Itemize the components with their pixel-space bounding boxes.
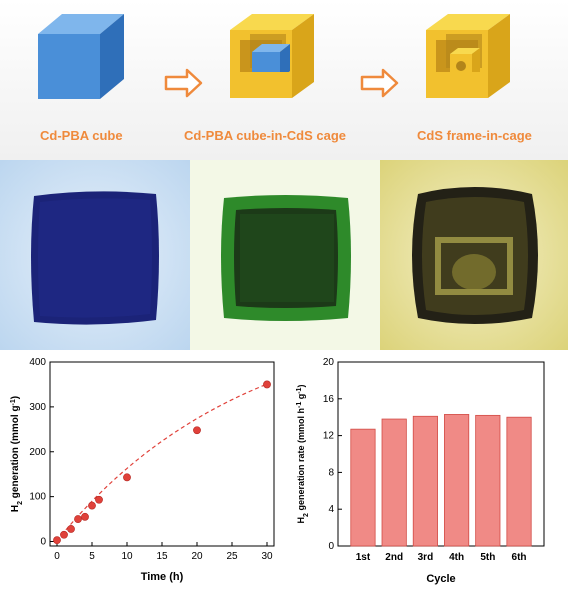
x-tick-label: 2nd	[385, 552, 403, 563]
data-point	[60, 530, 68, 539]
data-point	[193, 426, 201, 435]
schematic-figure	[38, 14, 510, 99]
tem-micrograph-row	[0, 160, 568, 350]
data-point	[74, 515, 82, 523]
plots-row: 0 5 10 15 20 25 30 0 100 200 300 400 Time (h) H2 ge…	[0, 350, 568, 591]
data-point	[67, 525, 75, 533]
step-label-cd-pba-cube: Cd-PBA cube	[40, 128, 123, 143]
x-axis-label: Time (h)	[141, 571, 184, 583]
x-tick-label: 25	[226, 551, 238, 562]
step-label-frame-in-cage: CdS frame-in-cage	[417, 128, 532, 143]
x-tick-label: 5	[89, 551, 95, 562]
x-tick-label: 1st	[356, 552, 371, 563]
data-point	[81, 512, 89, 521]
x-axis-label: Cycle	[426, 573, 455, 585]
micrograph-cube-in-cage	[190, 160, 380, 350]
bar	[475, 414, 501, 547]
cube-in-cage-illustration	[230, 14, 314, 98]
x-tick-label: 4th	[449, 552, 464, 563]
x-tick-label: 5th	[480, 552, 495, 563]
x-tick-label: 3rd	[418, 552, 434, 563]
x-tick-label: 30	[261, 551, 273, 562]
bar	[412, 415, 438, 547]
plot-frame	[337, 361, 545, 547]
micrograph-frame-in-cage	[380, 160, 568, 350]
frame-in-cage-illustration	[426, 14, 510, 98]
data-point	[88, 501, 96, 510]
bar	[350, 428, 376, 547]
x-tick-label: 20	[191, 551, 203, 562]
x-tick-label: 0	[54, 551, 60, 562]
y-tick-label: 100	[29, 492, 46, 503]
bar	[381, 418, 407, 547]
y-axis-label: H2 generation (mmol g-1)	[10, 396, 24, 512]
y-tick-label: 20	[323, 357, 335, 368]
y-axis-label: H2 generation rate (mmol h-1 g-1)	[296, 385, 310, 524]
x-tick-label: 6th	[512, 552, 527, 563]
h2-rate-vs-cycle-plot: 0 4 8 12 16 20 1st 2nd 3rd 4th 5th 6th Cycle H2 gen…	[296, 357, 545, 585]
data-point	[263, 380, 271, 389]
step-label-cube-in-cage: Cd-PBA cube-in-CdS cage	[184, 128, 347, 143]
micrograph-cube	[0, 160, 190, 350]
bar	[506, 416, 532, 547]
bar	[444, 414, 470, 547]
data-point	[123, 473, 131, 482]
y-tick-label: 8	[328, 467, 334, 478]
data-point	[95, 495, 103, 504]
y-tick-label: 0	[328, 541, 334, 552]
synthesis-schematic: Cd-PBA cube Cd-PBA cube-in-CdS cage CdS …	[0, 0, 568, 160]
hollow-right-arrow-icon	[164, 68, 203, 98]
fit-curve	[56, 383, 268, 541]
hollow-right-arrow-icon	[360, 68, 399, 98]
y-tick-label: 16	[323, 394, 335, 405]
y-tick-label: 12	[323, 431, 335, 442]
data-point	[53, 536, 61, 545]
y-tick-label: 300	[29, 402, 46, 413]
y-tick-label: 400	[29, 357, 46, 368]
x-tick-label: 10	[121, 551, 133, 562]
y-tick-label: 0	[40, 537, 46, 548]
y-tick-label: 200	[29, 447, 46, 458]
y-tick-label: 4	[328, 504, 334, 515]
x-tick-label: 15	[156, 551, 168, 562]
cd-pba-cube-illustration	[38, 14, 124, 99]
